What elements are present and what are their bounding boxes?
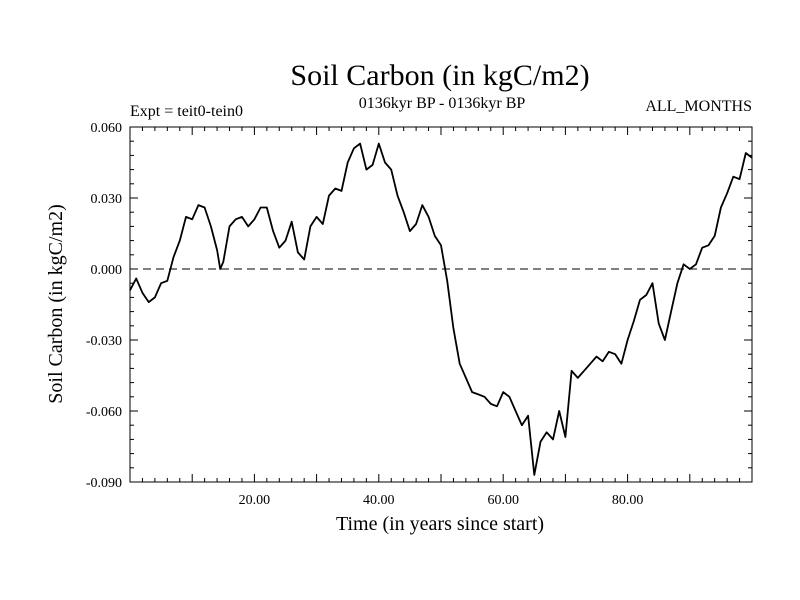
series-line-soil-carbon bbox=[129, 142, 753, 476]
y-tick-label: -0.030 bbox=[86, 334, 122, 349]
x-tick-label: 20.00 bbox=[239, 493, 271, 508]
y-tick-label: -0.090 bbox=[86, 476, 122, 491]
plot-area: 20.00 40.00 60.00 80.00 0.060 0.030 0.000 -0.03… bbox=[86, 121, 753, 508]
chart-subtitle: 0136kyr BP - 0136kyr BP bbox=[359, 95, 526, 112]
chart-title: Soil Carbon (in kgC/m2) bbox=[290, 59, 589, 92]
y-tick-label: 0.060 bbox=[91, 121, 123, 136]
x-tick-label: 80.00 bbox=[612, 493, 644, 508]
y-tick-label: 0.030 bbox=[91, 192, 123, 207]
period-label: ALL_MONTHS bbox=[645, 98, 752, 115]
x-tick-label: 60.00 bbox=[487, 493, 519, 508]
y-axis-label: Soil Carbon (in kgC/m2) bbox=[45, 204, 67, 403]
x-tick-label: 40.00 bbox=[363, 493, 395, 508]
plot-frame bbox=[129, 126, 753, 483]
x-axis-label: Time (in years since start) bbox=[336, 513, 544, 535]
y-tick-label: 0.000 bbox=[91, 263, 123, 278]
experiment-label: Expt = teit0-tein0 bbox=[130, 103, 243, 120]
y-tick-label: -0.060 bbox=[86, 405, 122, 420]
